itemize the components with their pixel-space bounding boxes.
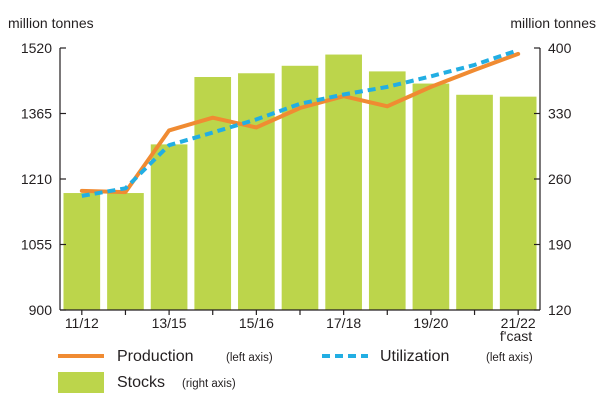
right-tick-label: 260	[548, 171, 572, 187]
left-tick-label: 1210	[21, 171, 52, 187]
left-axis-ticks: 900 1055 1210 1365 1520	[21, 40, 66, 318]
stocks-bar	[456, 94, 493, 311]
left-tick-label: 1055	[21, 237, 52, 253]
legend-stocks-note: (right axis)	[182, 378, 236, 390]
x-tick-label: 15/16	[239, 315, 274, 331]
right-tick-label: 330	[548, 106, 572, 122]
stocks-bar	[238, 73, 275, 310]
utilization-line	[81, 48, 519, 198]
stocks-bar	[499, 96, 537, 311]
x-tick-label: 21/22	[501, 315, 536, 331]
right-axis-unit-label: million tonnes	[510, 15, 596, 31]
legend-utilization-label: Utilization	[380, 348, 449, 365]
x-axis-ticks: 11/12 13/15 15/16 17/18 19/20 21/22	[65, 310, 536, 331]
left-tick-label: 1365	[21, 106, 52, 122]
legend-utilization-note: (left axis)	[486, 352, 533, 364]
stocks-bar	[63, 193, 101, 310]
stocks-bar	[281, 65, 319, 311]
legend-stocks-label: Stocks	[117, 374, 165, 391]
right-tick-label: 120	[548, 302, 572, 318]
left-axis-unit-label: million tonnes	[8, 15, 94, 31]
x-tick-label: 13/15	[152, 315, 187, 331]
stocks-bar	[107, 193, 144, 310]
legend: Production (left axis) Utilization (left…	[58, 348, 533, 393]
x-tick-label: 11/12	[65, 315, 99, 331]
left-tick-label: 900	[29, 302, 53, 318]
x-tick-label: 19/20	[413, 315, 448, 331]
right-axis-ticks: 120 190 260 330 400	[534, 40, 572, 318]
stocks-bars	[63, 54, 537, 311]
stocks-bar	[412, 83, 450, 310]
x-tick-note: f'cast	[500, 328, 532, 344]
production-line	[79, 51, 521, 195]
left-tick-label: 1520	[21, 40, 52, 56]
right-tick-label: 190	[548, 237, 572, 253]
legend-stocks-swatch	[58, 372, 104, 393]
legend-production-note: (left axis)	[226, 352, 273, 364]
right-tick-label: 400	[548, 40, 572, 56]
legend-production-label: Production	[117, 348, 194, 365]
stocks-bar	[368, 71, 406, 311]
x-tick-label: 17/18	[326, 315, 361, 331]
stocks-bar	[150, 144, 188, 310]
line-series	[79, 48, 521, 198]
stocks-bar	[194, 77, 232, 310]
